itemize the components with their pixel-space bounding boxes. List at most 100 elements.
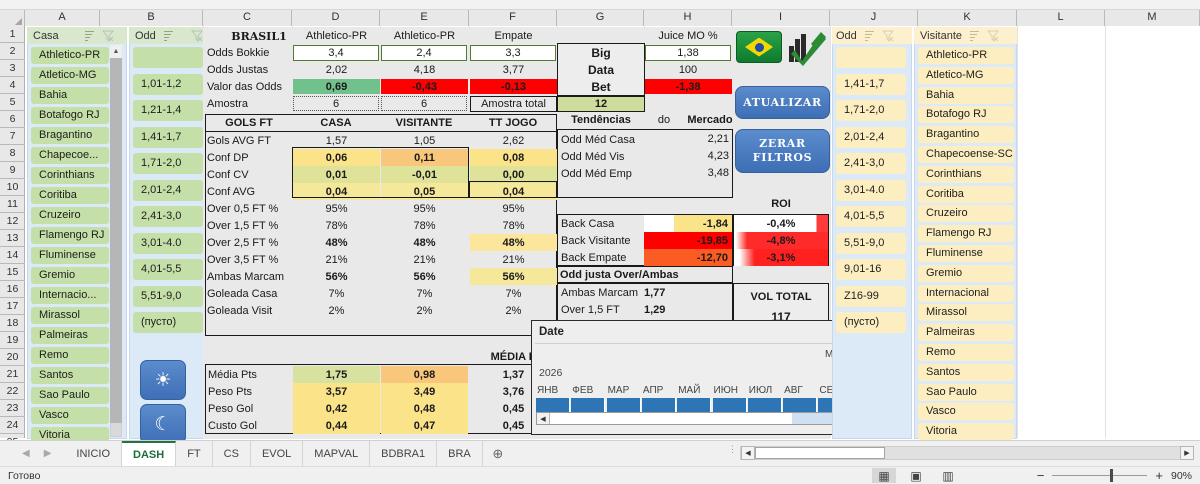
slicer-odd-left-item-4[interactable]: 1,71-2,0: [133, 153, 203, 174]
add-sheet-button[interactable]: ⊕: [492, 445, 504, 461]
slicer-visitante-item-4[interactable]: Bragantino: [918, 126, 1014, 144]
sort-filter-icon[interactable]: [968, 30, 981, 42]
slicer-casa-item-19[interactable]: Vitoria: [31, 427, 109, 444]
row-header-20[interactable]: 20: [0, 349, 25, 366]
slicer-casa-item-11[interactable]: Gremio: [31, 267, 109, 284]
row-header-18[interactable]: 18: [0, 315, 25, 332]
slicer-casa-item-6[interactable]: Corinthians: [31, 167, 109, 184]
row-header-21[interactable]: 21: [0, 366, 25, 383]
slicer-visitante-item-9[interactable]: Flamengo RJ: [918, 225, 1014, 243]
slicer-odd-right-item-0[interactable]: [836, 47, 906, 68]
slicer-visitante-item-0[interactable]: Athletico-PR: [918, 47, 1014, 64]
row-header-10[interactable]: 10: [0, 179, 25, 196]
slicer-visitante-item-10[interactable]: Fluminense: [918, 245, 1014, 262]
row-header-17[interactable]: 17: [0, 298, 25, 315]
slicer-visitante-item-12[interactable]: Internacional: [918, 284, 1014, 302]
slicer-visitante-item-1[interactable]: Atletico-MG: [918, 66, 1014, 84]
sheet-tab-bra[interactable]: BRA: [437, 441, 483, 466]
row-header-8[interactable]: 8: [0, 145, 25, 162]
column-header-J[interactable]: J: [830, 10, 918, 26]
slicer-casa-header[interactable]: Casa: [27, 27, 127, 44]
slicer-casa-item-14[interactable]: Palmeiras: [31, 327, 109, 344]
sheet-tab-mapval[interactable]: MAPVAL: [303, 441, 371, 466]
row-header-3[interactable]: 3: [0, 60, 25, 77]
slicer-odd-left-item-9[interactable]: 5,51-9,0: [133, 285, 203, 307]
slicer-casa-item-10[interactable]: Fluminense: [31, 247, 109, 264]
column-header-B[interactable]: B: [100, 10, 203, 26]
sheet-tab-bdbra1[interactable]: BDBRA1: [370, 441, 438, 466]
row-header-9[interactable]: 9: [0, 162, 25, 179]
column-header-D[interactable]: D: [292, 10, 380, 26]
zoom-in-button[interactable]: +: [1155, 468, 1163, 483]
slicer-visitante-item-2[interactable]: Bahia: [918, 86, 1014, 104]
timeline-month-bar-1[interactable]: [571, 398, 606, 412]
slicer-casa-item-15[interactable]: Remo: [31, 347, 109, 364]
odds-bokkie-cell-1[interactable]: 2,4: [381, 45, 467, 61]
slicer-odd-right-item-1[interactable]: 1,41-1,7: [836, 73, 906, 95]
slicer-odd-right-item-10[interactable]: (пусто): [836, 312, 906, 333]
slicer-casa-item-12[interactable]: Internacio...: [31, 287, 109, 304]
slicer-visitante-item-8[interactable]: Cruzeiro: [918, 205, 1014, 223]
row-header-16[interactable]: 16: [0, 281, 25, 298]
row-header-6[interactable]: 6: [0, 111, 25, 128]
row-header-13[interactable]: 13: [0, 230, 25, 247]
sheet-tab-cs[interactable]: CS: [213, 441, 251, 466]
slicer-visitante-item-13[interactable]: Mirassol: [918, 304, 1014, 322]
slicer-casa-item-8[interactable]: Cruzeiro: [31, 207, 109, 224]
slicer-casa-item-13[interactable]: Mirassol: [31, 307, 109, 324]
row-header-5[interactable]: 5: [0, 94, 25, 111]
slicer-casa-item-0[interactable]: Athletico-PR: [31, 47, 109, 64]
column-header-C[interactable]: C: [203, 10, 292, 26]
row-header-2[interactable]: 2: [0, 43, 25, 60]
row-header-11[interactable]: 11: [0, 196, 25, 213]
hscroll-right-button[interactable]: ▶: [1180, 446, 1194, 460]
slicer-casa-item-16[interactable]: Santos: [31, 367, 109, 384]
view-mode-icons[interactable]: ▦ ▣ ▥: [872, 468, 960, 483]
column-header-F[interactable]: F: [469, 10, 557, 26]
slicer-odd-left-item-8[interactable]: 4,01-5,5: [133, 259, 203, 280]
row-header-1[interactable]: 1: [0, 26, 25, 43]
slicer-casa-item-2[interactable]: Bahia: [31, 87, 109, 104]
slicer-odd-right-item-6[interactable]: 4,01-5,5: [836, 206, 906, 227]
slicer-visitante-item-16[interactable]: Santos: [918, 363, 1014, 381]
row-header-15[interactable]: 15: [0, 264, 25, 281]
odds-bokkie-cell-0[interactable]: 3,4: [293, 45, 379, 61]
row-header-24[interactable]: 24: [0, 417, 25, 434]
sheet-nav-arrows[interactable]: ◀ ▶: [0, 448, 65, 459]
select-all-corner[interactable]: [0, 10, 25, 26]
slicer-odd-left-item-10[interactable]: (пусто): [133, 312, 203, 333]
slicer-odd-right-item-5[interactable]: 3,01-4.0: [836, 179, 906, 201]
column-header-E[interactable]: E: [380, 10, 469, 26]
slicer-visitante-item-6[interactable]: Corinthians: [918, 165, 1014, 183]
slicer-scroll-up-button[interactable]: ▲: [110, 45, 122, 58]
slicer-casa-item-3[interactable]: Botafogo RJ: [31, 107, 109, 124]
sheet-tab-inicio[interactable]: INICIO: [65, 441, 123, 466]
row-header-14[interactable]: 14: [0, 247, 25, 264]
timeline-month-bar-7[interactable]: [783, 398, 818, 412]
column-header-I[interactable]: I: [732, 10, 830, 26]
page-break-view-icon[interactable]: ▥: [942, 468, 954, 483]
sort-filter-icon[interactable]: [863, 30, 876, 42]
normal-view-icon[interactable]: ▦: [872, 468, 896, 483]
timeline-scroll-left[interactable]: ◀: [537, 413, 550, 424]
slicer-visitante-header[interactable]: Visitante: [914, 27, 1017, 44]
timeline-month-bar-4[interactable]: [677, 398, 712, 412]
timeline-month-bar-0[interactable]: [536, 398, 570, 412]
slicer-odd-left-item-1[interactable]: 1,01-1,2: [133, 73, 203, 95]
slicer-casa-item-5[interactable]: Chapecoe...: [31, 147, 109, 164]
slicer-odd-left-item-2[interactable]: 1,21-1,4: [133, 100, 203, 121]
column-header-L[interactable]: L: [1017, 10, 1105, 26]
slicer-visitante-item-18[interactable]: Vasco: [918, 403, 1014, 421]
sheet-tab-dash[interactable]: DASH: [122, 441, 177, 466]
day-mode-button[interactable]: ☀: [140, 360, 186, 400]
slicer-odd-left-item-5[interactable]: 2,01-2,4: [133, 179, 203, 201]
clear-filter-icon[interactable]: [190, 30, 203, 42]
horizontal-scrollbar-thumb[interactable]: [755, 447, 885, 459]
slicer-odd-right-item-8[interactable]: 9,01-16: [836, 259, 906, 280]
slicer-casa-item-7[interactable]: Coritiba: [31, 187, 109, 204]
slicer-visitante-item-15[interactable]: Remo: [918, 344, 1014, 361]
slicer-odd-left-item-7[interactable]: 3,01-4.0: [133, 232, 203, 254]
zoom-control[interactable]: − + 90%: [1037, 468, 1192, 483]
zoom-slider-thumb[interactable]: [1110, 469, 1114, 482]
sheet-tab-evol[interactable]: EVOL: [251, 441, 304, 466]
